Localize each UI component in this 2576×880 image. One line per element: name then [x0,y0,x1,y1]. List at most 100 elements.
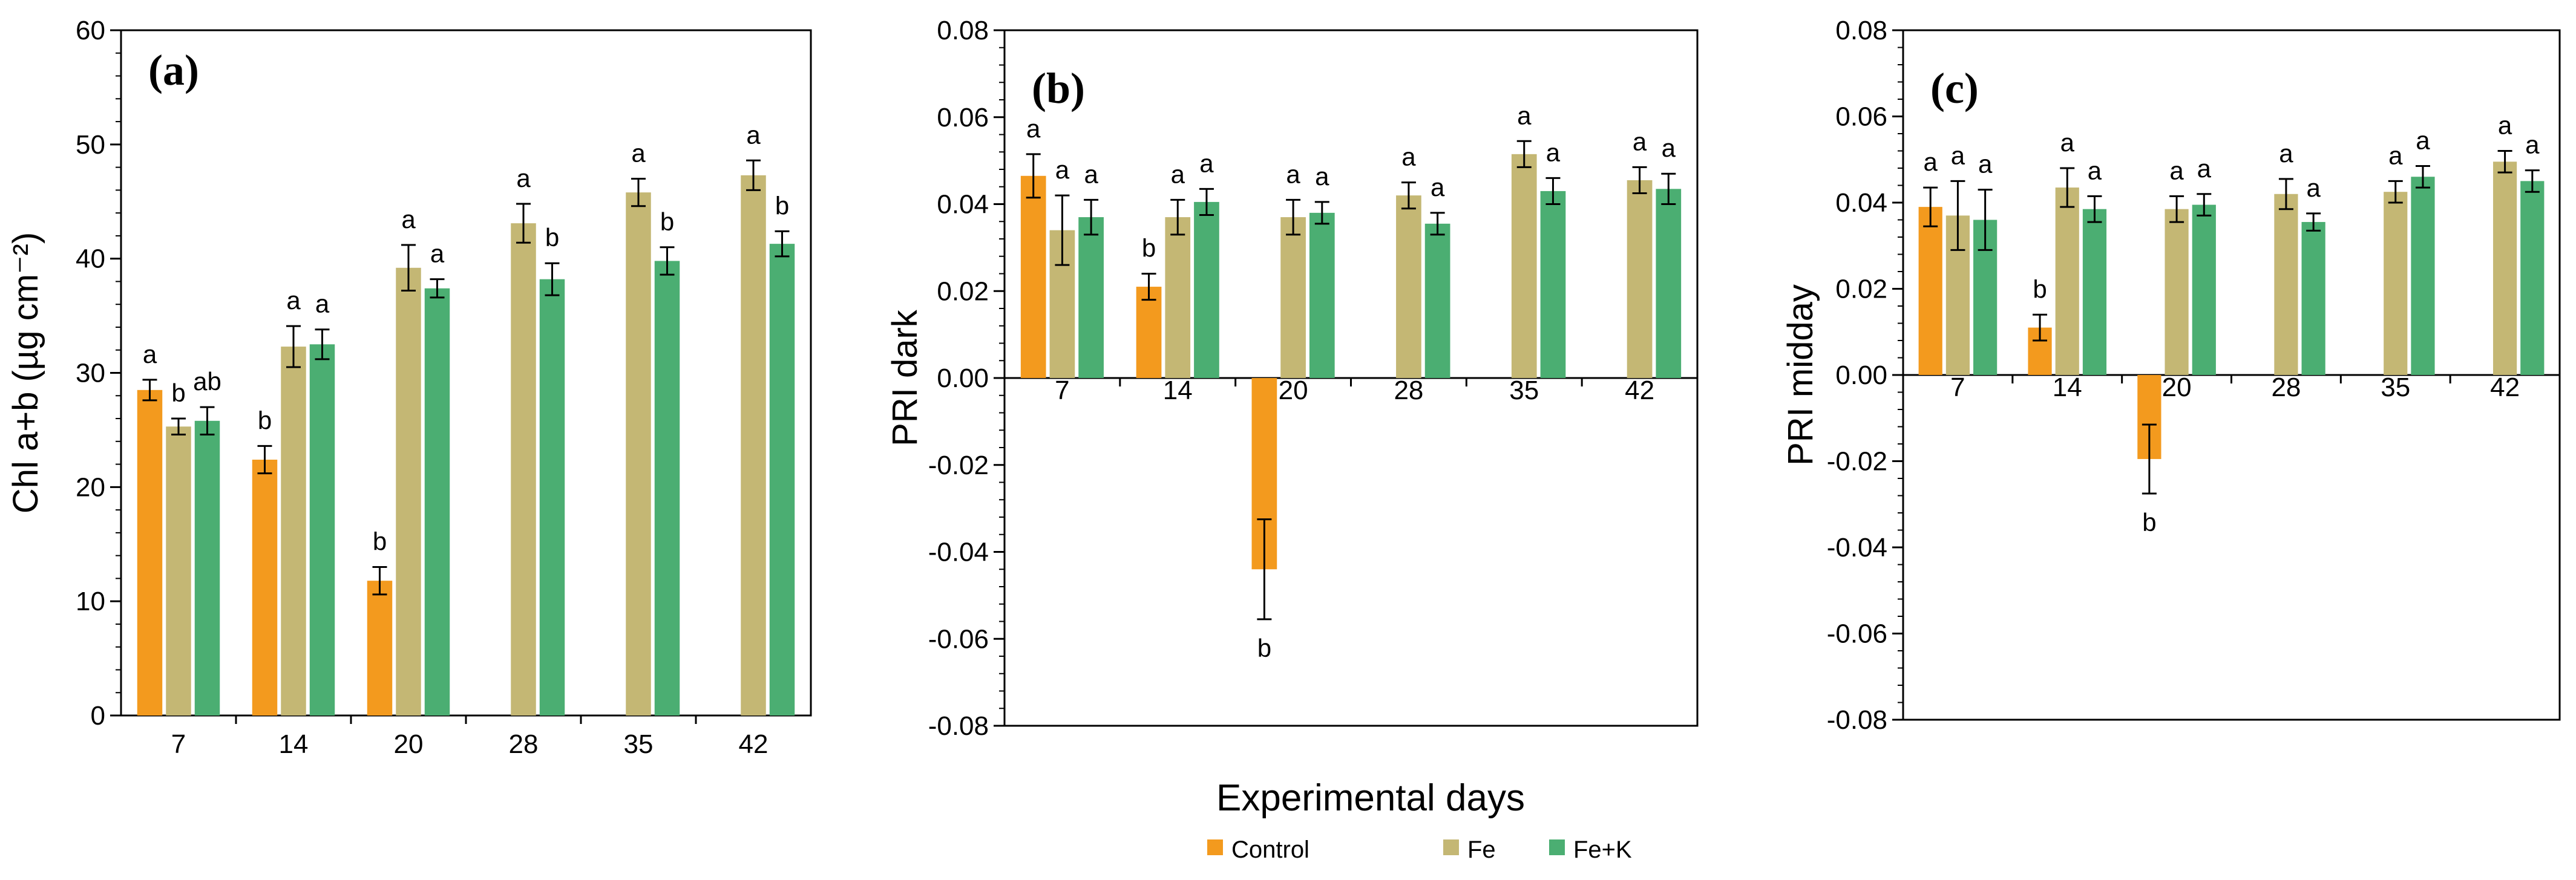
significance-letter: a [1084,160,1098,188]
significance-letter: a [1401,143,1416,171]
legend-label: Control [1231,836,1309,863]
bar-fe-42 [1627,180,1653,378]
significance-letter: a [2416,126,2430,154]
panel-b: -0.08 -0.06 -0.04 -0.02 0.00 0.02 0.04 0.06 0.08… [885,16,1699,741]
significance-letter: a [2169,156,2184,184]
y-tick-label: 0.00 [937,363,989,393]
x-tick-label: 28 [2271,373,2301,402]
panel-label: (b) [1032,64,1085,112]
x-tick-label: 35 [2381,373,2410,402]
legend-label: Fe [1467,836,1496,863]
y-tick-label: 0.02 [1835,275,1887,304]
y-tick-label: 0.08 [1835,16,1887,45]
y-tick-label: 0.06 [1835,102,1887,132]
significance-letter: a [2498,111,2512,140]
bar-fe-k-42 [1656,189,1682,378]
bar-fe-k-42 [2520,181,2545,375]
bar-fe-k-35 [654,261,680,715]
significance-letter: a [1546,138,1561,166]
bar-control-20 [367,581,393,715]
y-tick-label: 0.08 [937,16,989,45]
x-tick-label: 42 [1625,376,1654,405]
y-tick-label: -0.04 [928,538,989,567]
bar-fe-42 [2492,161,2517,375]
significance-letter: a [1171,160,1185,188]
significance-letter: a [2060,128,2075,157]
y-tick-label: 60 [76,16,105,45]
x-tick-label: 7 [1055,376,1069,405]
significance-letter: a [401,205,416,233]
x-tick-label: 14 [279,729,309,759]
y-tick-label: 0.00 [1835,360,1887,390]
x-tick-label: 14 [2053,373,2082,402]
bar-fe-35 [626,192,651,716]
y-tick-label: 0.04 [1835,188,1887,218]
legend-swatch-fe-k [1549,839,1565,855]
bar-fe-20 [396,267,421,716]
bar-control-7 [1020,175,1046,378]
bar-fe-14 [2055,187,2079,375]
bar-fe-28 [511,223,536,716]
significance-letter: a [1978,150,1993,178]
bar-fe-28 [1396,195,1421,378]
significance-letter: a [1026,114,1041,143]
bar-fe-k-20 [424,288,450,716]
significance-letter: b [1142,234,1156,262]
bar-fe-14 [1165,217,1191,378]
plot-frame [120,29,812,717]
y-tick-label: 50 [76,130,105,160]
significance-letter: a [1951,141,1965,169]
legend-label: Fe+K [1573,836,1632,863]
x-tick-label: 20 [2162,373,2192,402]
significance-letter: ab [193,367,221,396]
bar-fe-k-28 [539,279,565,715]
y-tick-label: 20 [76,472,105,502]
significance-letter: a [430,240,445,268]
significance-letter: a [1199,149,1214,177]
significance-letter: a [1315,162,1329,191]
significance-letter: a [746,120,761,149]
significance-letter: b [775,191,789,220]
significance-letter: a [2306,174,2321,202]
bar-fe-35 [1511,154,1537,378]
y-tick-label: 40 [76,244,105,274]
bar-fe-14 [281,347,306,715]
significance-letter: a [1924,148,1938,176]
significance-letter: a [2388,141,2403,169]
y-tick-label: 0.04 [937,190,989,220]
y-axis-title: Chl a+b (µg cm⁻²) [6,232,45,513]
bar-fe-k-35 [2411,177,2435,375]
y-tick-label: -0.08 [1827,705,1887,735]
significance-letter: a [2279,139,2293,168]
x-tick-label: 42 [739,729,769,759]
bar-fe-k-7 [194,420,220,715]
significance-letter: a [315,290,330,318]
x-tick-label: 20 [1279,376,1308,405]
significance-letter: a [2525,131,2540,159]
x-tick-label: 14 [1163,376,1193,405]
y-tick-label: -0.06 [928,624,989,654]
significance-letter: b [2142,508,2156,536]
significance-letter: b [2033,275,2047,303]
bar-fe-7 [166,426,191,715]
x-tick-label: 20 [394,729,424,759]
bar-control-7 [1918,207,1942,375]
bar-fe-k-14 [309,344,335,715]
bar-fe-k-35 [1540,191,1566,378]
bar-fe-k-42 [769,244,795,715]
y-tick-label: 0.02 [937,276,989,306]
x-tick-label: 28 [1394,376,1423,405]
significance-letter: a [631,139,646,167]
bar-fe-k-20 [2192,204,2216,375]
significance-letter: a [516,164,531,192]
y-axis-title: PRI dark [885,309,925,446]
significance-letter: a [2197,154,2212,183]
panel-label: (a) [148,46,199,94]
bar-control-14 [252,460,278,715]
significance-letter: b [171,379,185,407]
y-tick-label: -0.08 [928,711,989,741]
bar-fe-35 [2384,192,2408,375]
significance-letter: b [545,223,559,252]
